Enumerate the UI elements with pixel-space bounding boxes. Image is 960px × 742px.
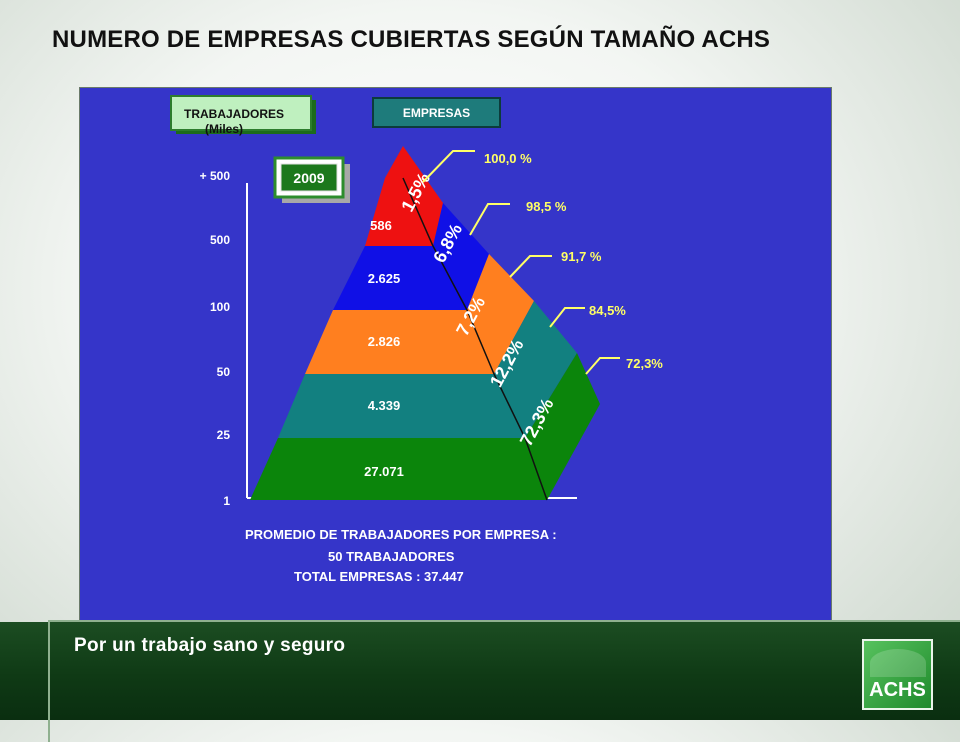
legend-trabajadores-box [170, 95, 312, 131]
pyramid-front-segment [305, 310, 494, 374]
cumulative-percent-label: 72,3% [626, 356, 663, 371]
footer-bar: Por un trabajo sano y seguro ACHS [0, 620, 960, 742]
legend-empresas-box [372, 97, 501, 128]
cumulative-percent-label: 91,7 % [561, 249, 602, 264]
chart-panel: TRABAJADORES (Miles) EMPRESAS 2009 + 500 500 1… [80, 88, 831, 623]
leader-line [549, 307, 585, 328]
footer-frame-line [48, 620, 960, 742]
cumulative-percent-label: 84,5% [589, 303, 626, 318]
summary-average-value: 50 TRABAJADORES [328, 549, 455, 564]
logo-shine [870, 649, 926, 677]
pyramid-apex-segment [385, 146, 403, 178]
slide-title: NUMERO DE EMPRESAS CUBIERTAS SEGÚN TAMAÑ… [52, 26, 771, 53]
pyramid-side-segment [467, 254, 534, 374]
y-tick-label: 500 [210, 233, 230, 247]
cumulative-percent-label: 98,5 % [526, 199, 567, 214]
cumulative-percent-label: 100,0 % [484, 151, 532, 166]
pyramid-ridge-line [402, 177, 548, 501]
pyramid-side-segment [525, 353, 600, 500]
year-badge-text: 2009 [293, 170, 324, 186]
pyramid-front-segment [278, 374, 525, 438]
year-badge-inner [280, 163, 338, 192]
pyramid-front-segment [250, 438, 547, 500]
achs-logo: ACHS [862, 639, 933, 710]
pyramid-side-segment [403, 146, 443, 246]
footer-slogan: Por un trabajo sano y seguro [74, 635, 346, 656]
summary-average-label: PROMEDIO DE TRABAJADORES POR EMPRESA : [245, 527, 557, 542]
pyramid-side-segment [433, 203, 489, 310]
leader-line [422, 150, 475, 183]
y-tick-label: 1 [223, 494, 230, 508]
company-count-label: 2.625 [368, 271, 401, 286]
y-tick-label: 100 [210, 300, 230, 314]
leader-line [509, 255, 552, 278]
company-count-label: 586 [370, 218, 392, 233]
pyramid-side-segment [494, 301, 577, 438]
company-count-label: 27.071 [364, 464, 404, 479]
pyramid-chart: TRABAJADORES(Miles) EMPRESAS 2009 + 500 500 1… [170, 95, 663, 584]
y-tick-label: + 500 [200, 169, 231, 183]
leader-line [585, 357, 620, 375]
logo-text: ACHS [869, 679, 926, 701]
summary-total-companies: TOTAL EMPRESAS : 37.447 [294, 569, 464, 584]
company-count-label: 4.339 [368, 398, 401, 413]
leader-line [469, 203, 510, 236]
y-tick-label: 50 [217, 365, 231, 379]
y-tick-label: 25 [217, 428, 231, 442]
pyramid-front-segment [365, 178, 433, 246]
company-count-label: 2.826 [368, 334, 401, 349]
legend-trabajadores-label: TRABAJADORES [184, 107, 284, 121]
legend-trabajadores-units: (Miles) [205, 122, 243, 136]
pyramid-front-segment [333, 246, 467, 310]
legend-empresas-label: EMPRESAS [403, 106, 470, 120]
